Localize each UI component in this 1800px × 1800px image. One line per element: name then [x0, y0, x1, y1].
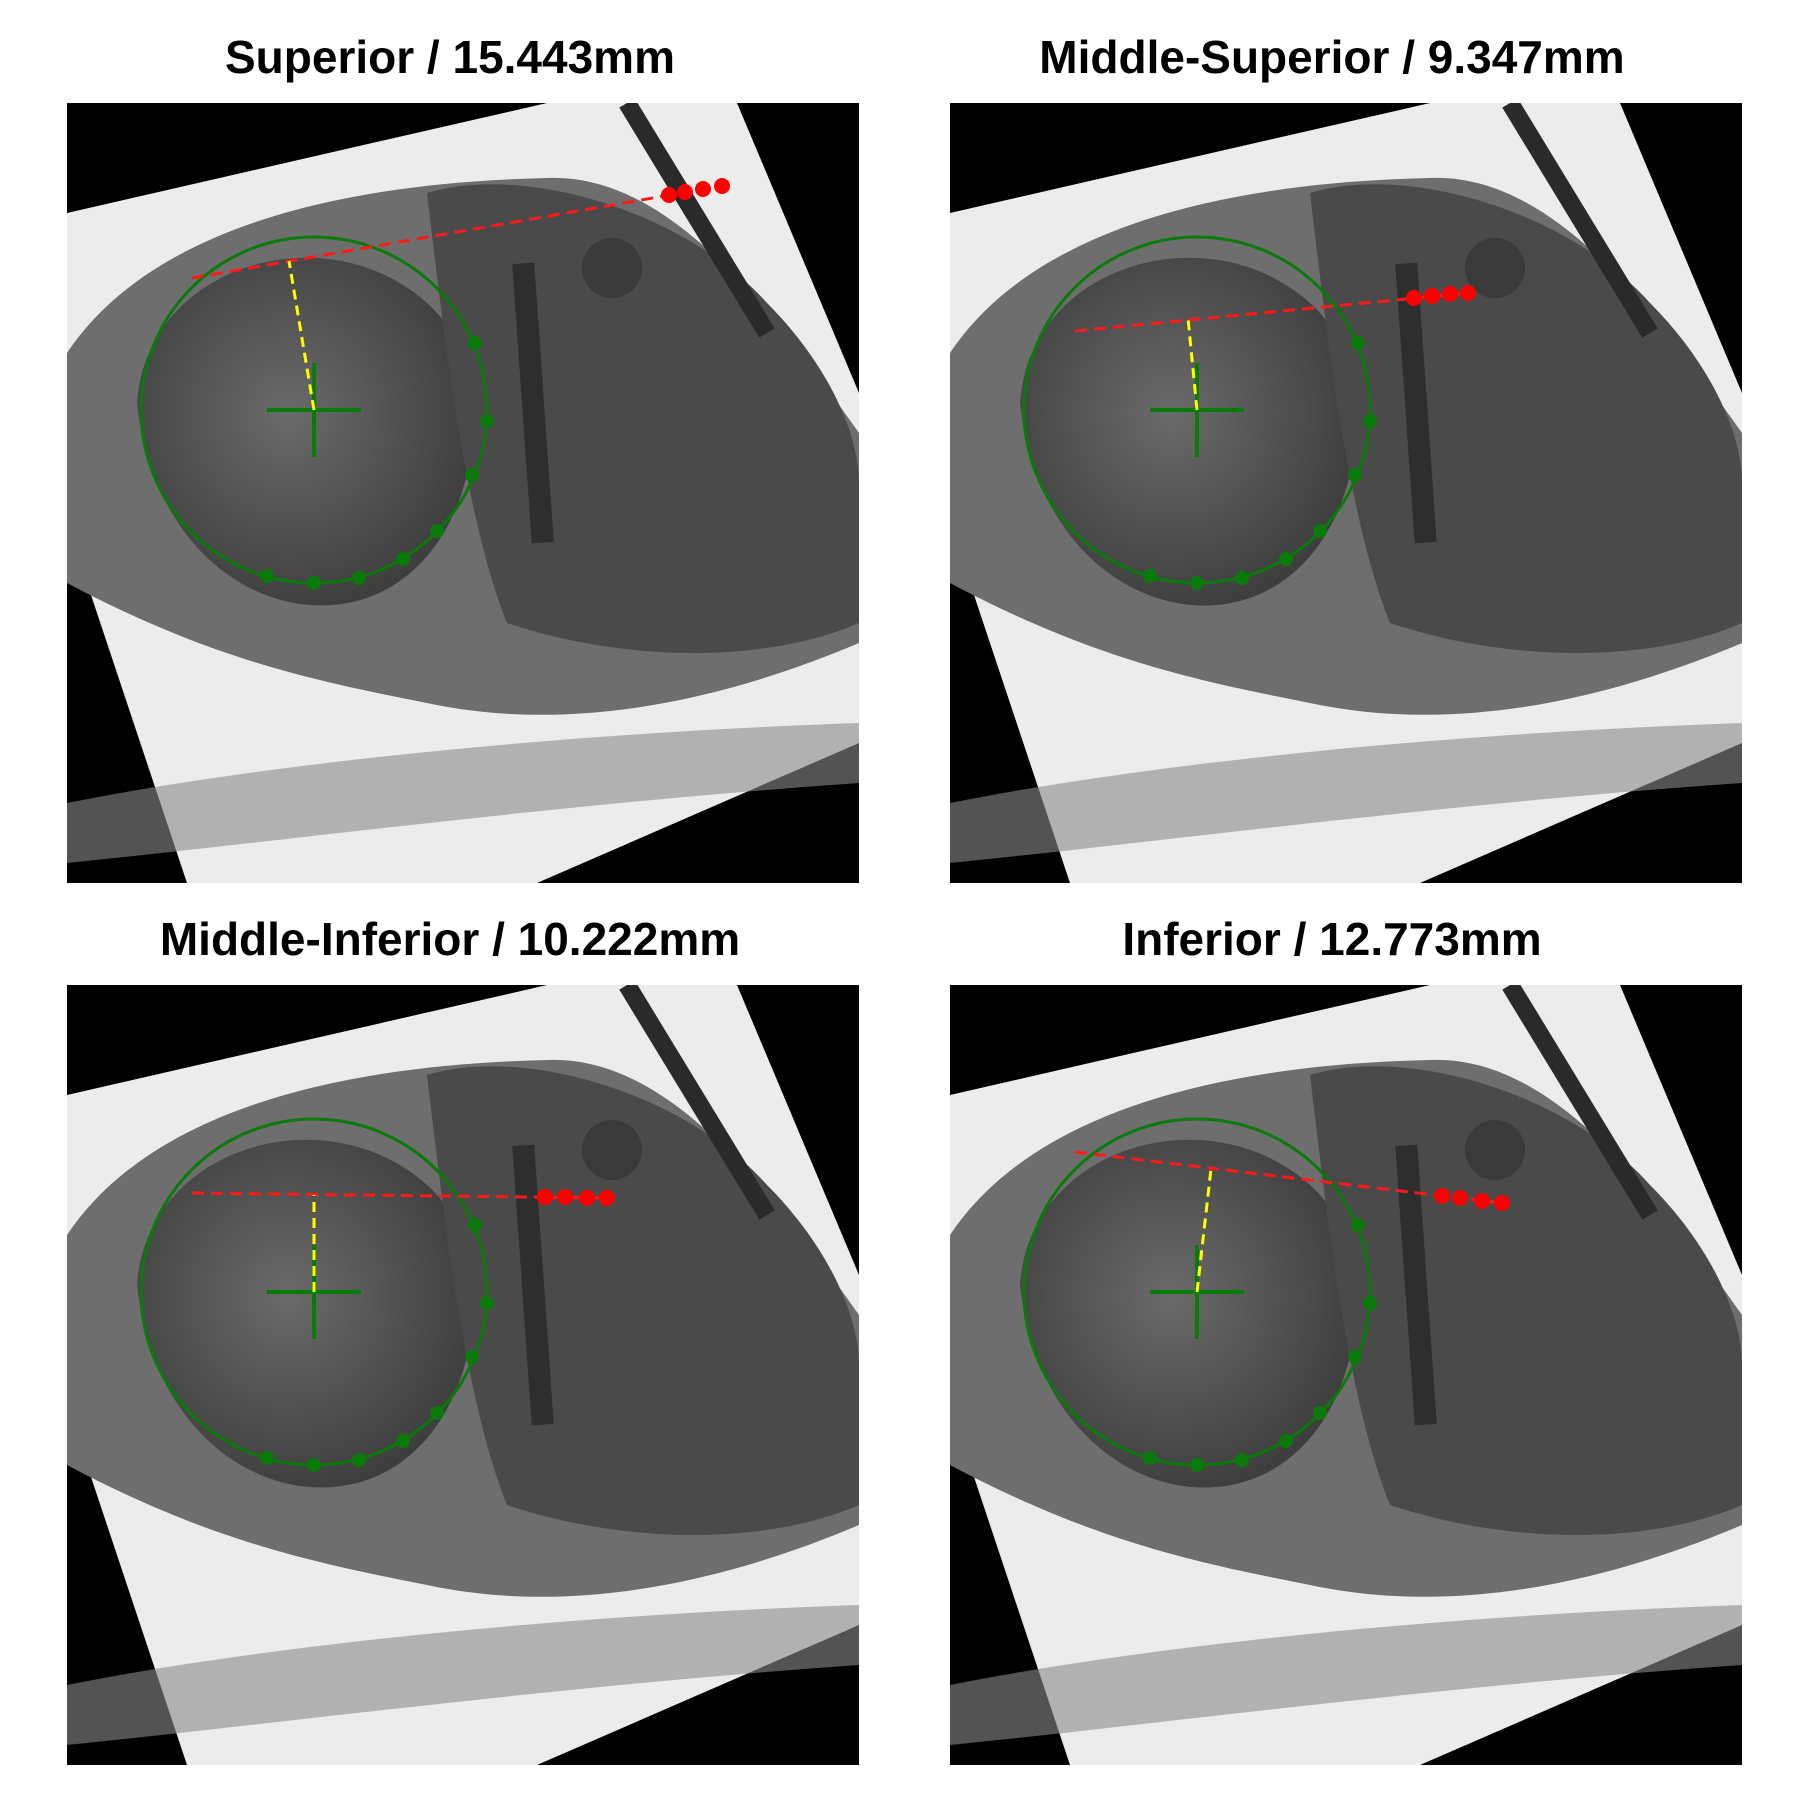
fit-point — [1235, 571, 1249, 585]
femur-shaft — [67, 723, 859, 863]
xray-overlay — [67, 985, 859, 1765]
fit-point — [352, 1453, 366, 1467]
fit-point — [307, 576, 321, 590]
femoral-head — [1020, 1139, 1356, 1488]
fit-circle-group — [139, 235, 494, 590]
femur-shaft — [950, 1605, 1742, 1745]
panel-title: Inferior / 12.773mm — [1122, 913, 1542, 965]
line-point — [677, 184, 693, 200]
metal-pin — [512, 1144, 554, 1426]
fit-point — [1279, 552, 1293, 566]
xray-overlay — [950, 985, 1742, 1765]
femur-shaft — [67, 1605, 859, 1745]
line-point — [1424, 288, 1440, 304]
line-point — [695, 181, 711, 197]
line-point — [661, 187, 677, 203]
panel-title: Superior / 15.443mm — [225, 31, 675, 83]
line-point — [557, 1189, 573, 1205]
panel-title: Middle-Inferior / 10.222mm — [159, 913, 741, 965]
fit-point — [1351, 1218, 1365, 1232]
line-point — [1406, 290, 1422, 306]
fit-point — [1143, 569, 1157, 583]
metal-pin — [1395, 1144, 1437, 1426]
guide-rod — [619, 985, 775, 1220]
metal-pin — [1395, 262, 1437, 544]
perpendicular-line — [287, 260, 316, 411]
line-point — [1474, 1193, 1490, 1209]
panel-middle-inferior: Middle-Inferior / 10.222mm — [0, 882, 900, 1782]
femoral-head — [137, 257, 473, 606]
line-point — [579, 1190, 595, 1206]
fit-point — [260, 569, 274, 583]
fit-point — [396, 1434, 410, 1448]
guide-rod — [1502, 103, 1658, 338]
fit-point — [1143, 1451, 1157, 1465]
line-point — [1494, 1195, 1510, 1211]
line-point — [1442, 286, 1458, 302]
fit-point — [1190, 576, 1204, 590]
xray-image — [67, 103, 859, 883]
fit-point — [1235, 1453, 1249, 1467]
femur-shaft — [950, 723, 1742, 863]
fit-point — [430, 524, 444, 538]
reference-line — [1074, 1150, 1503, 1205]
panel-middle-superior: Middle-Superior / 9.347mm — [882, 0, 1782, 900]
guide-rod — [619, 103, 775, 338]
fit-point — [1348, 468, 1362, 482]
fit-point — [480, 1296, 494, 1310]
fit-point — [1313, 524, 1327, 538]
metal-marker — [1465, 238, 1525, 298]
fit-point — [1351, 336, 1365, 350]
fit-point — [1363, 414, 1377, 428]
panel-superior: Superior / 15.443mm — [0, 0, 900, 900]
line-point — [714, 178, 730, 194]
xray-overlay — [67, 103, 859, 883]
line-point — [1460, 285, 1476, 301]
reference-line — [191, 184, 723, 280]
fit-point — [396, 552, 410, 566]
fit-point — [480, 414, 494, 428]
fit-point — [465, 468, 479, 482]
metal-marker — [1465, 1120, 1525, 1180]
panel-inferior: Inferior / 12.773mm — [882, 882, 1782, 1782]
reference-line — [1074, 291, 1469, 333]
fit-point — [430, 1406, 444, 1420]
perpendicular-line — [1195, 1168, 1213, 1293]
line-point — [599, 1190, 615, 1206]
xray-image — [950, 985, 1742, 1765]
panel-title: Middle-Superior / 9.347mm — [1039, 31, 1625, 83]
fit-point — [352, 571, 366, 585]
fit-point — [307, 1458, 321, 1472]
fit-point — [1313, 1406, 1327, 1420]
line-point — [1434, 1188, 1450, 1204]
line-point — [1452, 1190, 1468, 1206]
femoral-head — [1020, 257, 1356, 606]
fit-point — [468, 1218, 482, 1232]
fit-point — [1348, 1350, 1362, 1364]
fit-point — [1190, 1458, 1204, 1472]
xray-image — [67, 985, 859, 1765]
fit-point — [260, 1451, 274, 1465]
metal-marker — [582, 238, 642, 298]
metal-pin — [512, 262, 554, 544]
fit-point — [1363, 1296, 1377, 1310]
femoral-head — [137, 1139, 473, 1488]
xray-image — [950, 103, 1742, 883]
fit-point — [468, 336, 482, 350]
fit-point — [1279, 1434, 1293, 1448]
guide-rod — [1502, 985, 1658, 1220]
xray-overlay — [950, 103, 1742, 883]
metal-marker — [582, 1120, 642, 1180]
fit-point — [465, 1350, 479, 1364]
line-point — [537, 1189, 553, 1205]
